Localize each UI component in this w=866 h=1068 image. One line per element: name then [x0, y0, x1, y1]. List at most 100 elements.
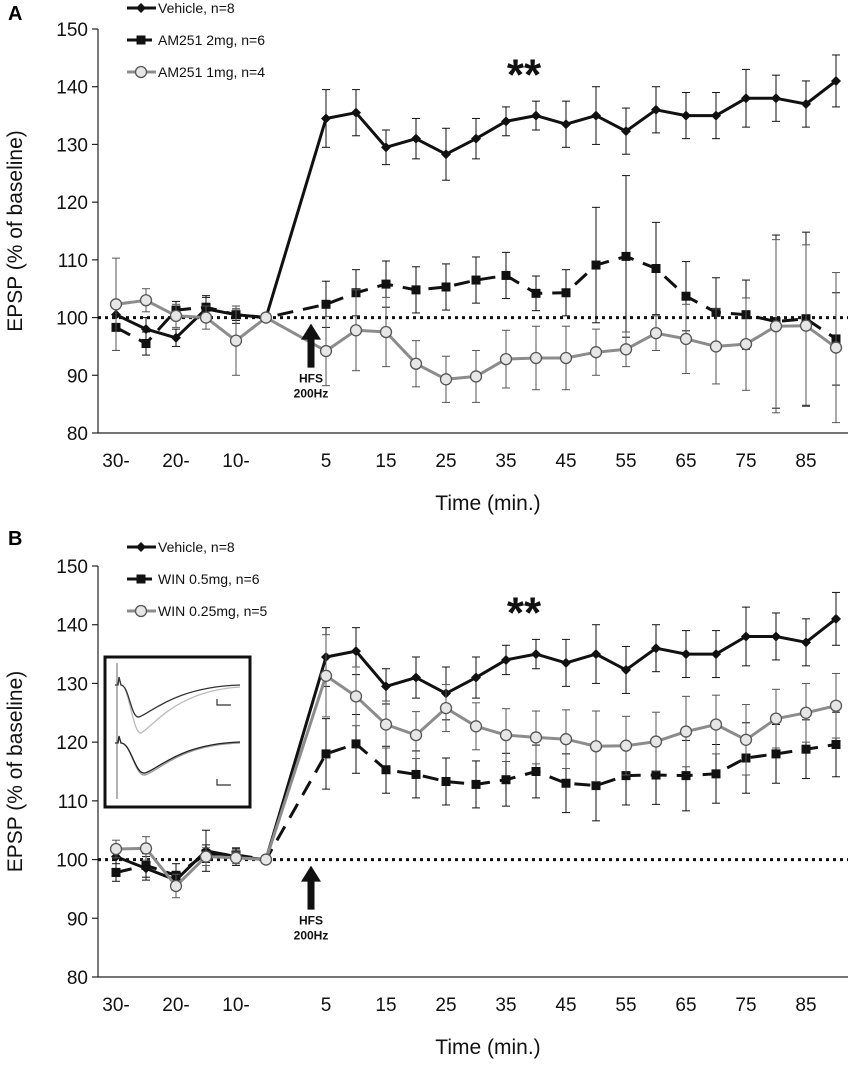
- data-point-diamond: [801, 637, 811, 648]
- data-point-circle: [139, 842, 153, 855]
- data-point-circle: [709, 718, 723, 731]
- legend-marker: [134, 65, 148, 79]
- x-tick-label: 30-: [102, 451, 129, 472]
- data-point-circle: [529, 731, 543, 744]
- data-point-circle: [799, 319, 813, 332]
- data-point-circle: [619, 739, 633, 752]
- y-tick-label: 80: [67, 424, 88, 445]
- y-tick-label: 140: [56, 616, 88, 637]
- data-point-circle: [679, 332, 693, 346]
- x-tick-label: 30-: [102, 995, 129, 1016]
- data-point-diamond: [681, 110, 691, 121]
- y-tick-label: 90: [67, 909, 88, 930]
- data-point-circle: [349, 324, 363, 337]
- data-point-circle: [229, 851, 243, 864]
- data-point-diamond: [591, 649, 601, 660]
- data-point-square: [411, 285, 421, 295]
- data-point-circle: [409, 357, 423, 370]
- data-point-diamond: [531, 110, 541, 121]
- x-tick-label: 75: [735, 995, 756, 1016]
- data-point-diamond: [531, 649, 541, 660]
- significance-stars: **: [507, 589, 542, 638]
- data-point-diamond: [831, 75, 841, 86]
- data-point-circle: [109, 842, 123, 856]
- data-point-circle: [439, 373, 453, 386]
- data-point-square: [711, 769, 721, 779]
- data-point-diamond: [411, 672, 421, 683]
- x-tick-label: 15: [375, 451, 396, 472]
- data-point-circle: [349, 690, 363, 703]
- data-point-circle: [319, 669, 333, 682]
- hfs-arrow-shape: [301, 865, 321, 910]
- data-point-diamond: [651, 104, 661, 115]
- series-2: AM251 1mg, n=4: [109, 64, 843, 424]
- legend-label: AM251 1mg, n=4: [158, 64, 265, 80]
- data-point-diamond: [561, 119, 571, 130]
- data-point-diamond: [771, 93, 781, 104]
- data-point-circle: [139, 294, 153, 307]
- data-point-square: [561, 288, 571, 298]
- x-tick-label: 20-: [162, 451, 189, 472]
- hfs-label: HFS: [299, 372, 323, 386]
- hfs-frequency-label: 200Hz: [294, 387, 329, 401]
- x-tick-label: 75: [735, 451, 756, 472]
- legend-label: Vehicle, n=8: [158, 539, 235, 555]
- data-point-diamond: [351, 646, 361, 657]
- x-tick-label: 35: [495, 995, 516, 1016]
- legend-label: WIN 0.5mg, n=6: [158, 571, 260, 587]
- x-tick-label: 20-: [162, 995, 189, 1016]
- x-tick-label: 85: [795, 995, 816, 1016]
- y-tick-label: 80: [67, 968, 88, 989]
- x-tick-label: 55: [615, 451, 636, 472]
- data-point-diamond: [471, 133, 481, 144]
- chart-panel-b: B 80 90 100 110 120 130 140 150 30- 20- 10- 5 15 25 35 4…: [4, 528, 848, 1059]
- legend-label: AM251 2mg, n=6: [158, 32, 265, 48]
- y-tick-label: 120: [56, 193, 88, 214]
- panel-label: A: [8, 3, 22, 25]
- y-tick-label: 150: [56, 557, 88, 578]
- x-tick-label: 45: [555, 451, 576, 472]
- data-point-circle: [739, 337, 753, 351]
- data-point-square: [831, 739, 841, 749]
- x-axis-label: Time (min.): [435, 492, 540, 515]
- data-point-circle: [769, 712, 783, 725]
- data-point-square: [501, 775, 511, 785]
- y-tick-label: 130: [56, 674, 88, 695]
- x-axis-label: Time (min.): [435, 1036, 540, 1059]
- data-point-square: [501, 270, 511, 280]
- data-point-square: [621, 771, 631, 781]
- data-point-square: [321, 749, 331, 759]
- y-tick-label: 100: [56, 851, 88, 872]
- data-point-circle: [589, 346, 603, 359]
- x-tick-label: 35: [495, 451, 516, 472]
- legend-marker: [136, 542, 146, 552]
- data-point-square: [531, 288, 541, 298]
- data-point-square: [621, 251, 631, 261]
- data-point-circle: [169, 879, 183, 893]
- data-point-circle: [649, 735, 663, 748]
- data-point-diamond: [591, 110, 601, 121]
- y-tick-label: 130: [56, 135, 88, 156]
- data-point-circle: [499, 728, 513, 742]
- hfs-frequency-label: 200Hz: [294, 929, 329, 943]
- significance-stars: **: [507, 51, 542, 100]
- data-point-square: [381, 765, 391, 775]
- data-point-square: [141, 860, 151, 870]
- legend-label: WIN 0.25mg, n=5: [158, 603, 268, 619]
- inset-trace-black: [115, 676, 241, 718]
- x-tick-label: 25: [435, 995, 456, 1016]
- x-tick-label: 65: [675, 995, 696, 1016]
- hfs-arrow-shape: [301, 323, 321, 368]
- data-point-square: [591, 260, 601, 270]
- data-point-diamond: [411, 133, 421, 144]
- y-tick-label: 150: [56, 20, 88, 41]
- data-point-diamond: [441, 149, 451, 160]
- chart-panel-a: A 80 90 100 110 120 130 140 150 30- 20- 10- 5 15 25 35 4…: [4, 0, 848, 515]
- data-point-circle: [259, 853, 273, 866]
- data-point-square: [381, 279, 391, 289]
- data-point-diamond: [621, 126, 631, 137]
- data-point-diamond: [651, 643, 661, 654]
- data-point-circle: [439, 701, 453, 715]
- data-point-circle: [679, 725, 693, 738]
